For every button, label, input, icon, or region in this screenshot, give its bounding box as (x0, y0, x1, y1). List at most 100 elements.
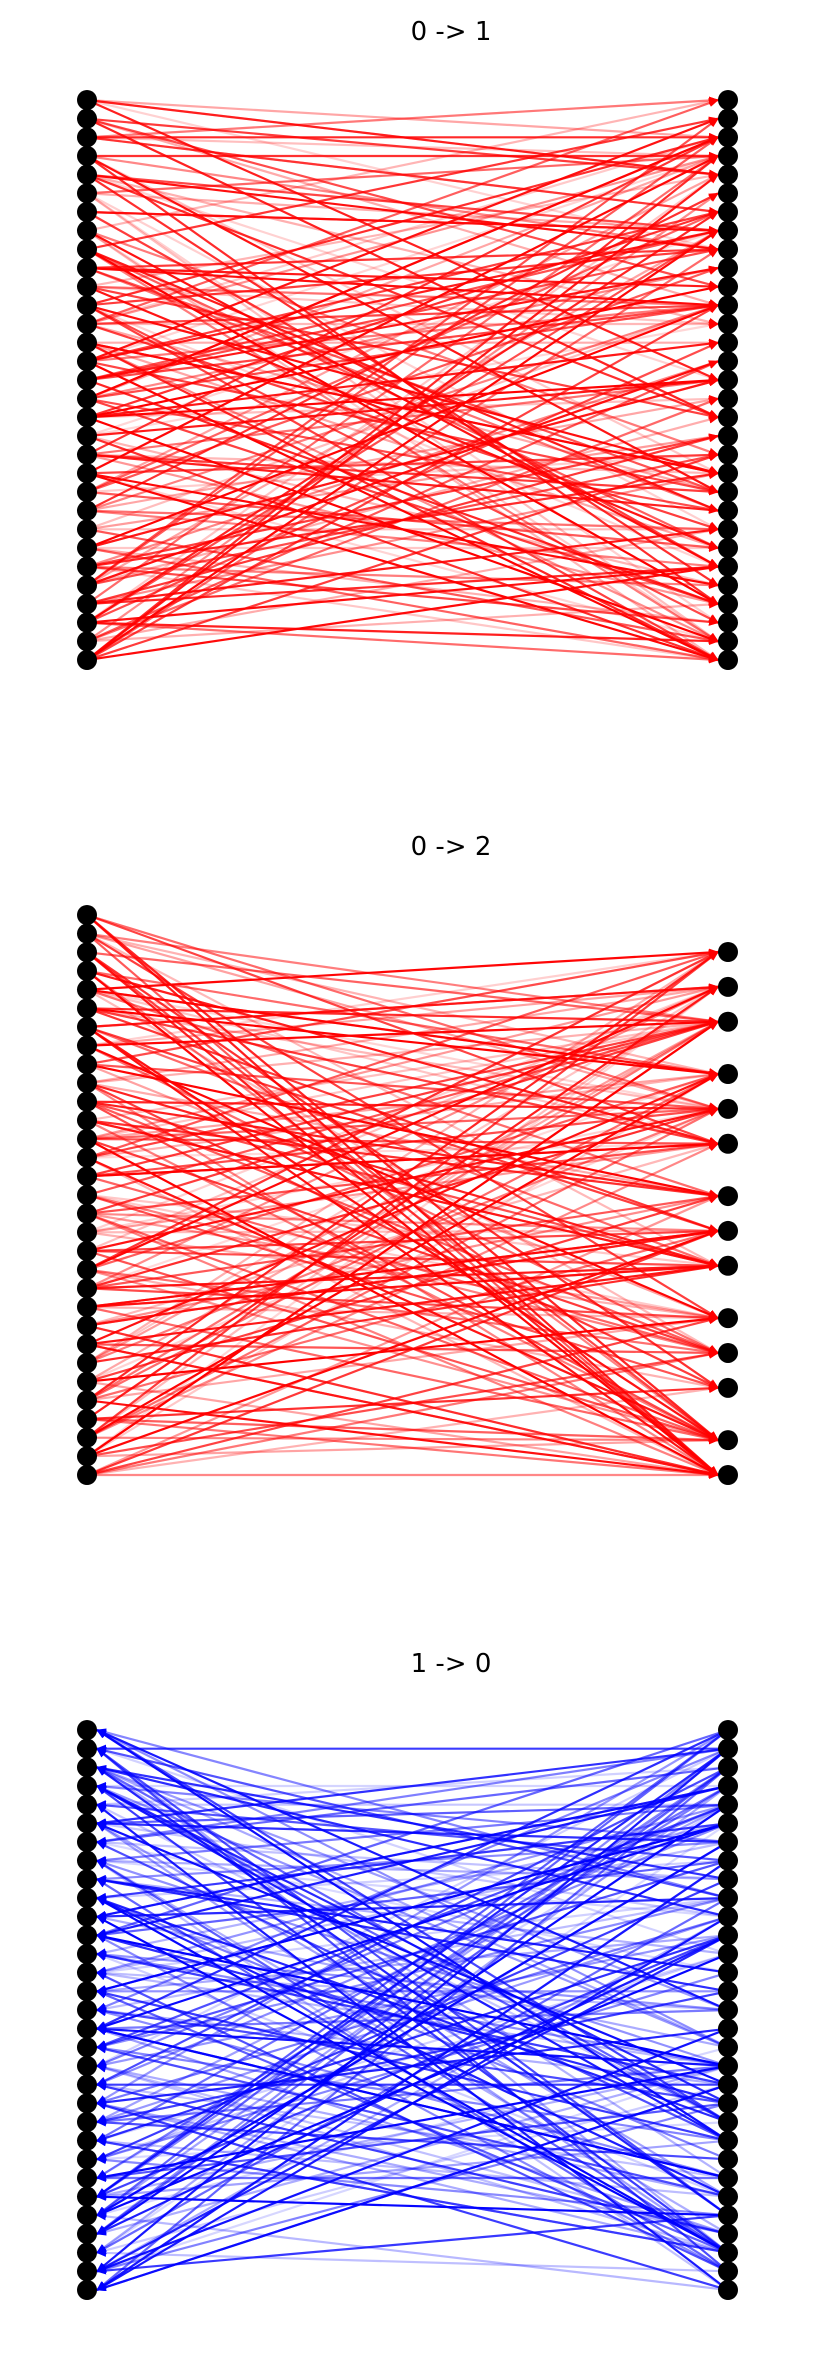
right-node (718, 295, 738, 316)
left-node (77, 407, 97, 428)
edge (86, 1019, 719, 1122)
edge (86, 546, 719, 663)
right-node (718, 239, 738, 260)
edge (86, 117, 719, 363)
right-node (718, 1832, 738, 1852)
edge (86, 1229, 719, 1477)
edge (86, 304, 719, 475)
left-node (77, 183, 97, 204)
edge (86, 210, 719, 363)
left-node (77, 631, 97, 652)
left-node (77, 1832, 97, 1852)
edge (86, 949, 719, 1066)
edge (96, 1729, 729, 2198)
edge (86, 453, 719, 662)
edge (86, 1385, 719, 1477)
edge (96, 1766, 729, 2086)
edge (86, 951, 719, 1271)
edge (86, 1193, 719, 1269)
edge (86, 1227, 719, 1253)
edge (96, 1803, 729, 1975)
edge (96, 1747, 729, 2235)
edge (86, 1142, 719, 1439)
edge (86, 1193, 719, 1327)
edge (86, 96, 719, 139)
right-node (718, 1430, 738, 1451)
right-node (718, 332, 738, 353)
right-node (718, 519, 738, 540)
right-node (718, 2224, 738, 2244)
left-node (77, 314, 97, 334)
right-node (718, 1133, 738, 1154)
left-node (77, 923, 97, 944)
edge (86, 1193, 719, 1327)
left-node (77, 1315, 97, 1336)
edge (96, 1747, 729, 2067)
edge (86, 1249, 719, 1270)
edge (86, 621, 719, 664)
right-node (718, 426, 738, 446)
edge (86, 1140, 719, 1178)
node-group (77, 905, 738, 1485)
left-node (77, 1427, 97, 1448)
edge (86, 983, 719, 1047)
right-node (718, 1962, 738, 1983)
left-node (77, 1962, 97, 1983)
right-node (718, 2186, 738, 2207)
edge (96, 1803, 729, 2068)
edge (96, 1766, 729, 2198)
edge (86, 1262, 719, 1346)
edge (86, 229, 719, 624)
edge (86, 932, 719, 1025)
edge (86, 1071, 719, 1159)
right-node (718, 2056, 738, 2076)
edge (86, 135, 719, 307)
edge (86, 970, 719, 1476)
left-node (77, 1720, 97, 1740)
edge (86, 1175, 719, 1355)
edge (86, 155, 719, 661)
right-node (718, 202, 738, 222)
left-node (77, 1035, 97, 1056)
edge (86, 951, 719, 1364)
right-node (718, 575, 738, 596)
edge (96, 1857, 729, 1918)
edge (86, 1316, 719, 1477)
edge (96, 2064, 729, 2199)
right-node (718, 482, 738, 502)
edge (96, 2064, 729, 2181)
edge (96, 2192, 729, 2217)
left-node (77, 1944, 97, 1964)
edge (86, 1384, 719, 1421)
edge (86, 1137, 719, 1148)
edge (86, 98, 719, 141)
right-node (718, 444, 738, 465)
left-node (77, 1017, 97, 1037)
left-node (77, 463, 97, 484)
edge (86, 1020, 719, 1402)
edge (86, 1193, 719, 1290)
edge (86, 1226, 719, 1235)
edge (96, 1729, 729, 2105)
left-node (77, 1446, 97, 1467)
left-node (77, 388, 97, 409)
edge (96, 1764, 729, 1881)
edge (96, 1729, 729, 2049)
edge (86, 985, 719, 1290)
edge (86, 97, 719, 232)
left-node (77, 2056, 97, 2076)
edge (86, 1020, 719, 1197)
left-node (77, 1465, 97, 1485)
left-node (77, 1925, 97, 1946)
edge (86, 985, 719, 1253)
edge (86, 1063, 719, 1199)
edge (86, 969, 719, 1077)
edge (86, 1073, 719, 1439)
edge (86, 564, 719, 662)
right-node (718, 1465, 738, 1485)
edge (86, 360, 719, 643)
edge (86, 472, 719, 588)
edge (86, 1350, 719, 1458)
right-node (718, 1794, 738, 1815)
left-node (77, 556, 97, 577)
